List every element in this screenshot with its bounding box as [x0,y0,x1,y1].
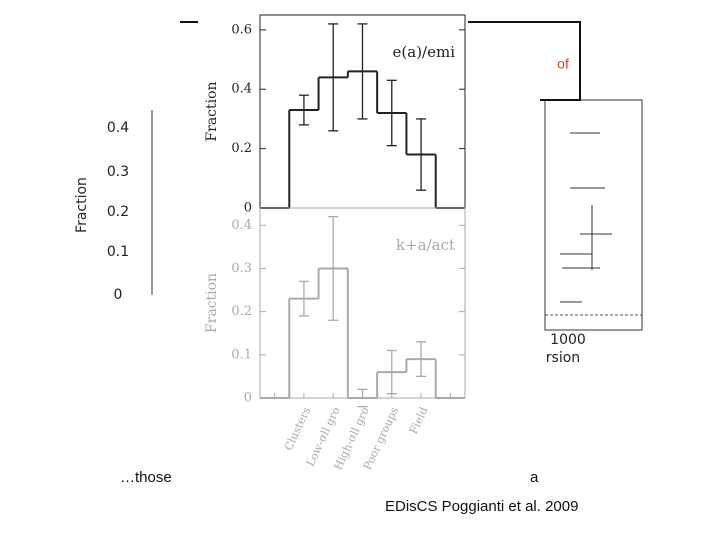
right-frame [544,99,643,331]
left-tick: 0.2 [107,204,129,220]
y-tick-label: 0.3 [231,261,252,276]
histogram-figure: 0 0.2 0.4 0.6 Fraction e(a)/emi 0 0.1 0.2 0.3 0.4 F… [204,14,466,472]
left-figure: Fraction 0.4 0.3 0.2 0.1 0 [74,110,153,303]
y-tick-label: 0.1 [231,347,252,362]
panel-annotation: e(a)/emi [393,43,456,61]
y-axis-label: Fraction [204,273,220,333]
right-figure: 1000 rsion [544,99,643,366]
y-tick-label: 0.4 [231,82,252,97]
right-xtick: 1000 [550,332,586,348]
right-xlabel: rsion [546,350,580,366]
y-tick-label: 0 [244,391,252,406]
left-tick: 0.4 [107,120,129,136]
credit: EDisCS Poggianti et al. 2009 [385,498,578,515]
y-tick-label: 0 [244,201,252,216]
y-tick-label: 0.2 [231,304,252,319]
overlay-box: of [180,21,581,101]
overlay-fragment: of [557,56,569,72]
panel-annotation: k+a/act [396,236,455,254]
y-axis-label: Fraction [204,81,220,141]
y-tick-label: 0.2 [231,141,252,156]
caption-right: a [530,469,539,486]
left-tick: 0.3 [107,164,129,180]
left-tick: 0 [114,287,123,303]
y-tick-label: 0.4 [231,218,252,233]
overlay-border [450,21,581,101]
left-ylabel: Fraction [74,177,90,233]
y-tick-label: 0.6 [231,22,252,37]
left-tick: 0.1 [107,244,129,260]
caption-left: …those [120,469,172,486]
